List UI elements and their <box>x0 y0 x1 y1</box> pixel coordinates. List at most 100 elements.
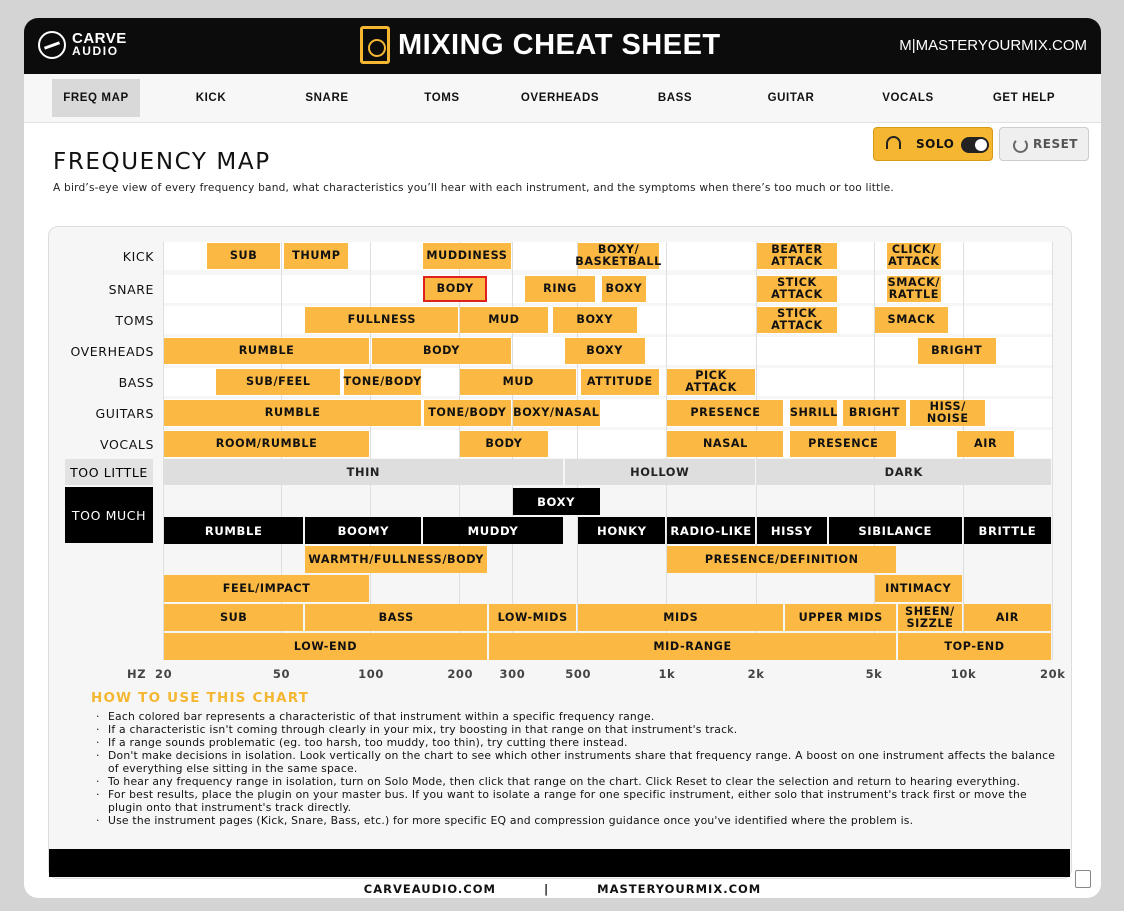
vocals-bar-nasal[interactable]: NASAL <box>667 431 784 457</box>
too-much-radio-like[interactable]: RADIO-LIKE <box>667 517 755 544</box>
row-label-guitars: GUITARS <box>95 406 154 421</box>
band-air[interactable]: AIR <box>963 604 1051 631</box>
overheads-bar-rumble[interactable]: RUMBLE <box>164 338 370 364</box>
row-label-toms: TOMS <box>115 313 154 328</box>
tab-overheads[interactable]: OVERHEADS <box>520 92 600 104</box>
vocals-bar-body[interactable]: BODY <box>460 431 548 457</box>
tab-get-help[interactable]: GET HELP <box>992 92 1056 104</box>
too-much-honky[interactable]: HONKY <box>578 517 666 544</box>
row-label-vocals: VOCALS <box>100 437 154 452</box>
howto-list: Each colored bar represents a characteri… <box>96 710 1056 827</box>
range-low-end[interactable]: LOW-END <box>164 633 488 660</box>
too-much-muddy[interactable]: MUDDY <box>423 517 563 544</box>
snare-bar-smack-rattle[interactable]: SMACK/ RATTLE <box>886 276 941 302</box>
bass-bar-tone-body[interactable]: TONE/BODY <box>344 369 422 395</box>
axis-tick-5k: 5k <box>865 667 883 681</box>
toms-bar-smack[interactable]: SMACK <box>874 307 949 333</box>
kick-bar-thump[interactable]: THUMP <box>284 243 349 269</box>
tab-snare[interactable]: SNARE <box>305 92 349 104</box>
guitars-bar-tone-body[interactable]: TONE/BODY <box>424 400 511 426</box>
overheads-bar-bright[interactable]: BRIGHT <box>917 338 996 364</box>
too-much-boxy[interactable]: BOXY <box>512 488 600 515</box>
howto-tip: If a characteristic isn't coming through… <box>96 723 1056 736</box>
snare-bar-ring[interactable]: RING <box>524 276 596 302</box>
footer-mym-link[interactable]: MASTERYOURMIX.COM <box>597 882 762 896</box>
range-top-end[interactable]: TOP-END <box>898 633 1051 660</box>
guitars-bar-rumble[interactable]: RUMBLE <box>164 400 422 426</box>
tab-guitar[interactable]: GUITAR <box>767 92 815 104</box>
band-low-mids[interactable]: LOW-MIDS <box>489 604 577 631</box>
toggle-switch[interactable] <box>961 137 989 153</box>
solo-toggle[interactable]: SOLO <box>873 127 993 161</box>
band-mids[interactable]: MIDS <box>578 604 784 631</box>
axis-tick-300: 300 <box>499 667 526 681</box>
axis-tick-2k: 2k <box>747 667 765 681</box>
band-upper-mids[interactable]: UPPER MIDS <box>785 604 897 631</box>
axis-tick-500: 500 <box>565 667 592 681</box>
overheads-bar-boxy[interactable]: BOXY <box>564 338 645 364</box>
too-much-rumble[interactable]: RUMBLE <box>164 517 304 544</box>
characteristic-feel-impact[interactable]: FEEL/IMPACT <box>164 575 370 602</box>
guitars-bar-presence[interactable]: PRESENCE <box>667 400 784 426</box>
kick-bar-muddiness[interactable]: MUDDINESS <box>423 243 511 269</box>
guitars-bar-bright[interactable]: BRIGHT <box>842 400 907 426</box>
too-much-brittle[interactable]: BRITTLE <box>963 517 1051 544</box>
guitars-bar-hiss-noise[interactable]: HISS/ NOISE <box>910 400 986 426</box>
tab-bass[interactable]: BASS <box>657 92 693 104</box>
vocals-bar-air[interactable]: AIR <box>957 431 1014 457</box>
bass-bar-sub-feel[interactable]: SUB/FEEL <box>216 369 341 395</box>
howto-tip: Use the instrument pages (Kick, Snare, B… <box>96 814 1056 827</box>
too-much-label: TOO MUCH <box>65 487 153 543</box>
bass-bar-attitude[interactable]: ATTITUDE <box>580 369 659 395</box>
howto-title: HOW TO USE THIS CHART <box>91 690 310 706</box>
row-label-kick: KICK <box>122 249 154 264</box>
range-mid-range[interactable]: MID-RANGE <box>489 633 897 660</box>
tab-vocals[interactable]: VOCALS <box>882 92 934 104</box>
site-link[interactable]: M|MASTERYOURMIX.COM <box>899 37 1087 54</box>
band-sub[interactable]: SUB <box>164 604 304 631</box>
too-much-boomy[interactable]: BOOMY <box>305 517 422 544</box>
too-much-hissy[interactable]: HISSY <box>756 517 827 544</box>
notebook-icon[interactable] <box>1075 870 1091 888</box>
toms-bar-boxy[interactable]: BOXY <box>552 307 637 333</box>
black-strip <box>49 849 1070 877</box>
snare-bar-body[interactable]: BODY <box>423 276 488 302</box>
overheads-bar-body[interactable]: BODY <box>372 338 511 364</box>
snare-bar-stick-attack[interactable]: STICK ATTACK <box>756 276 838 302</box>
row-label-snare: SNARE <box>108 282 154 297</box>
snare-bar-boxy[interactable]: BOXY <box>601 276 647 302</box>
characteristic-intimacy[interactable]: INTIMACY <box>874 575 962 602</box>
vocals-bar-room-rumble[interactable]: ROOM/RUMBLE <box>164 431 370 457</box>
grid-line <box>370 242 372 660</box>
too-little-hollow[interactable]: HOLLOW <box>564 459 755 485</box>
band-sheen-sizzle[interactable]: SHEEN/ SIZZLE <box>898 604 962 631</box>
grid-line <box>1052 242 1053 660</box>
kick-bar-boxy-basketball[interactable]: BOXY/ BASKETBALL <box>575 243 662 269</box>
bass-bar-pick-attack[interactable]: PICK ATTACK <box>667 369 755 395</box>
too-much-sibilance[interactable]: SIBILANCE <box>828 517 962 544</box>
tab-freq-map[interactable]: FREQ MAP <box>52 79 140 117</box>
footer-carve-link[interactable]: CARVEAUDIO.COM <box>363 882 496 896</box>
axis-tick-20: 20 <box>155 667 173 681</box>
howto-tip: If a range sounds problematic (eg. too h… <box>96 736 1056 749</box>
axis-tick-20k: 20k <box>1040 667 1066 681</box>
characteristic-presence-definition[interactable]: PRESENCE/DEFINITION <box>667 546 897 573</box>
tab-kick[interactable]: KICK <box>195 92 227 104</box>
characteristic-warmth-fullness-body[interactable]: WARMTH/FULLNESS/BODY <box>305 546 488 573</box>
axis-tick-1k: 1k <box>658 667 676 681</box>
too-little-thin[interactable]: THIN <box>164 459 563 485</box>
reset-button[interactable]: RESET <box>999 127 1089 161</box>
toms-bar-mud[interactable]: MUD <box>460 307 548 333</box>
kick-bar-click-attack[interactable]: CLICK/ ATTACK <box>886 243 941 269</box>
kick-bar-beater-attack[interactable]: BEATER ATTACK <box>756 243 838 269</box>
toms-bar-stick-attack[interactable]: STICK ATTACK <box>756 307 838 333</box>
bass-bar-mud[interactable]: MUD <box>460 369 577 395</box>
kick-bar-sub[interactable]: SUB <box>207 243 280 269</box>
guitars-bar-boxy-nasal[interactable]: BOXY/NASAL <box>512 400 600 426</box>
vocals-bar-presence[interactable]: PRESENCE <box>790 431 897 457</box>
toms-bar-fullness[interactable]: FULLNESS <box>305 307 459 333</box>
tab-toms[interactable]: TOMS <box>424 92 460 104</box>
guitars-bar-shrill[interactable]: SHRILL <box>790 400 837 426</box>
too-little-dark[interactable]: DARK <box>756 459 1051 485</box>
band-bass[interactable]: BASS <box>305 604 488 631</box>
